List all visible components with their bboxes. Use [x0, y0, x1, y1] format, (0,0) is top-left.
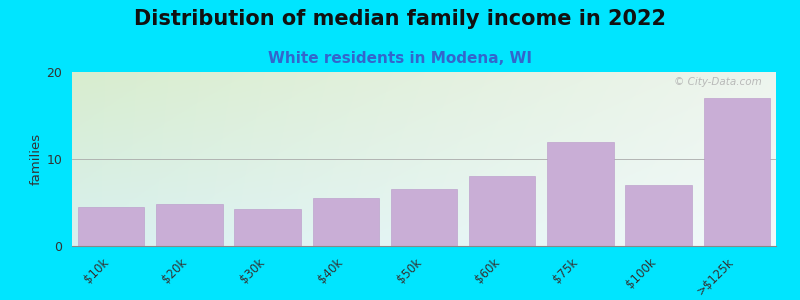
- Bar: [704, 98, 770, 246]
- Bar: [547, 142, 614, 246]
- Text: © City-Data.com: © City-Data.com: [674, 77, 762, 87]
- Text: Distribution of median family income in 2022: Distribution of median family income in …: [134, 9, 666, 29]
- Bar: [156, 204, 222, 246]
- Bar: [626, 185, 692, 246]
- Bar: [313, 198, 379, 246]
- Text: White residents in Modena, WI: White residents in Modena, WI: [268, 51, 532, 66]
- Bar: [390, 190, 458, 246]
- Y-axis label: families: families: [30, 133, 42, 185]
- Bar: [469, 176, 535, 246]
- Bar: [234, 209, 301, 246]
- Bar: [78, 207, 144, 246]
